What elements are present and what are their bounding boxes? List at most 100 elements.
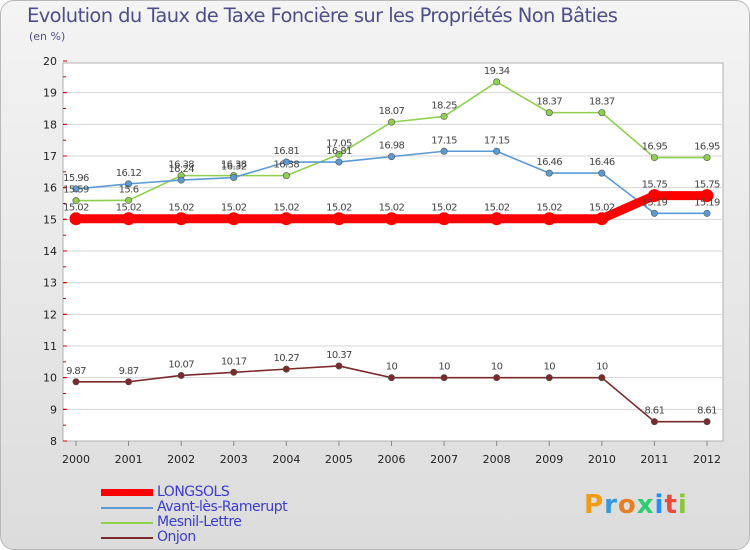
data-point-mesnil-lettre bbox=[125, 196, 133, 204]
data-label-onjon: 10.37 bbox=[326, 350, 352, 361]
x-tick-label: 2005 bbox=[325, 453, 353, 466]
data-label-avant-l-s-ramerupt: 16.32 bbox=[221, 162, 247, 173]
data-label-avant-l-s-ramerupt: 15.19 bbox=[694, 197, 720, 208]
series-group bbox=[69, 78, 714, 426]
legend-item-onjon: Onjon bbox=[101, 530, 287, 545]
data-label-onjon: 10 bbox=[596, 362, 608, 373]
data-point-avant-l-s-ramerupt bbox=[282, 158, 290, 166]
data-label-onjon: 10 bbox=[543, 362, 555, 373]
data-label-longsols: 15.02 bbox=[379, 203, 405, 214]
data-point-longsols bbox=[227, 212, 241, 226]
data-label-longsols: 15.02 bbox=[116, 203, 142, 214]
y-tick-label: 14 bbox=[43, 245, 57, 258]
legend-label-onjon: Onjon bbox=[157, 529, 196, 545]
data-point-mesnil-lettre bbox=[703, 154, 711, 162]
data-point-mesnil-lettre bbox=[440, 112, 448, 120]
data-point-onjon bbox=[230, 368, 238, 376]
data-point-avant-l-s-ramerupt bbox=[72, 185, 80, 193]
data-label-onjon: 10 bbox=[491, 362, 503, 373]
data-point-longsols bbox=[332, 212, 346, 226]
data-point-avant-l-s-ramerupt bbox=[335, 158, 343, 166]
data-label-onjon: 9.87 bbox=[66, 366, 86, 377]
legend-swatch-onjon bbox=[101, 536, 153, 539]
data-label-longsols: 15.02 bbox=[326, 203, 352, 214]
data-point-onjon bbox=[335, 362, 343, 370]
data-label-longsols: 15.02 bbox=[63, 203, 89, 214]
data-label-longsols: 15.02 bbox=[589, 203, 615, 214]
data-point-avant-l-s-ramerupt bbox=[703, 209, 711, 217]
data-point-longsols bbox=[595, 212, 609, 226]
y-tick-label: 9 bbox=[50, 403, 57, 416]
x-tick-label: 2001 bbox=[115, 453, 143, 466]
x-tick-label: 2008 bbox=[483, 453, 511, 466]
data-label-mesnil-lettre: 16.95 bbox=[642, 142, 668, 153]
data-label-avant-l-s-ramerupt: 16.81 bbox=[326, 146, 352, 157]
legend-label-avant-les-ramerupt: Avant-lès-Ramerupt bbox=[157, 499, 288, 515]
data-label-mesnil-lettre: 17.05 bbox=[326, 138, 352, 149]
data-label-avant-l-s-ramerupt: 17.15 bbox=[484, 135, 510, 146]
data-label-onjon: 10.07 bbox=[168, 359, 194, 370]
data-label-onjon: 10.27 bbox=[274, 353, 300, 364]
y-tick-label: 12 bbox=[43, 308, 57, 321]
data-label-longsols: 15.02 bbox=[431, 203, 457, 214]
legend-item-avant-les-ramerupt: Avant-lès-Ramerupt bbox=[101, 499, 288, 515]
data-label-onjon: 10 bbox=[386, 362, 398, 373]
data-point-avant-l-s-ramerupt bbox=[493, 147, 501, 155]
data-point-mesnil-lettre bbox=[72, 197, 80, 205]
data-point-longsols bbox=[490, 212, 504, 226]
data-label-mesnil-lettre: 18.37 bbox=[536, 97, 562, 108]
data-point-longsols bbox=[279, 212, 293, 226]
data-label-longsols: 15.02 bbox=[536, 203, 562, 214]
x-tick-label: 2009 bbox=[535, 453, 563, 466]
y-tick-label: 13 bbox=[43, 277, 57, 290]
x-tick-label: 2004 bbox=[272, 453, 300, 466]
data-label-longsols: 15.02 bbox=[221, 203, 247, 214]
y-tick-label: 17 bbox=[43, 150, 57, 163]
data-point-onjon bbox=[545, 374, 553, 382]
data-label-avant-l-s-ramerupt: 16.12 bbox=[116, 168, 142, 179]
data-point-longsols bbox=[437, 212, 451, 226]
data-point-mesnil-lettre bbox=[387, 118, 395, 126]
data-point-onjon bbox=[125, 378, 133, 386]
data-label-mesnil-lettre: 19.34 bbox=[484, 66, 510, 77]
data-label-mesnil-lettre: 16.38 bbox=[168, 160, 194, 171]
data-point-onjon bbox=[72, 378, 80, 386]
logo-letter: i bbox=[654, 490, 665, 520]
data-point-longsols bbox=[69, 212, 83, 226]
logo-letter: i bbox=[677, 490, 688, 520]
legend-label-mesnil-lettre: Mesnil-Lettre bbox=[157, 514, 242, 530]
logo-letter: t bbox=[664, 490, 678, 520]
logo-letter: x bbox=[636, 490, 655, 520]
data-label-avant-l-s-ramerupt: 16.24 bbox=[168, 164, 194, 175]
y-tick-label: 16 bbox=[43, 182, 57, 195]
data-point-mesnil-lettre bbox=[598, 109, 606, 117]
data-label-avant-l-s-ramerupt: 15.96 bbox=[63, 173, 89, 184]
data-label-mesnil-lettre: 18.37 bbox=[589, 97, 615, 108]
data-point-onjon bbox=[703, 418, 711, 426]
data-point-avant-l-s-ramerupt bbox=[440, 147, 448, 155]
logo-letter: o bbox=[617, 490, 637, 520]
legend-item-mesnil-lettre: Mesnil-Lettre bbox=[101, 515, 287, 530]
data-label-avant-l-s-ramerupt: 16.46 bbox=[589, 157, 615, 168]
data-point-mesnil-lettre bbox=[335, 150, 343, 158]
data-point-avant-l-s-ramerupt bbox=[230, 174, 238, 182]
proxiti-logo: Proxiti bbox=[584, 490, 688, 520]
data-point-mesnil-lettre bbox=[493, 78, 501, 86]
data-point-avant-l-s-ramerupt bbox=[177, 176, 185, 184]
legend-swatch-mesnil-lettre bbox=[101, 521, 153, 524]
data-label-longsols: 15.75 bbox=[642, 180, 668, 191]
axes: 8 9 10 11 12 13 14 15 16 17 18 19 20 2000 2001 2002 2003… bbox=[43, 55, 721, 466]
data-label-avant-l-s-ramerupt: 16.81 bbox=[274, 146, 300, 157]
y-tick-label: 18 bbox=[43, 118, 57, 131]
x-tick-label: 2003 bbox=[220, 453, 248, 466]
legend-label-longsols: LONGSOLS bbox=[157, 484, 230, 500]
x-tick-label: 2002 bbox=[167, 453, 195, 466]
data-label-avant-l-s-ramerupt: 16.46 bbox=[536, 157, 562, 168]
data-label-avant-l-s-ramerupt: 15.19 bbox=[642, 197, 668, 208]
data-label-longsols: 15.02 bbox=[168, 203, 194, 214]
data-labels: 9.87 9.87 10.07 10.17 10.27 10.37 10 10 10 10 10 8.… bbox=[63, 66, 720, 417]
data-label-longsols: 15.02 bbox=[484, 203, 510, 214]
data-point-onjon bbox=[177, 371, 185, 379]
data-label-mesnil-lettre: 16.95 bbox=[694, 142, 720, 153]
